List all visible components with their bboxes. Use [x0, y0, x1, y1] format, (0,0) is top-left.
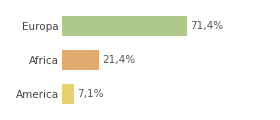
Text: 7,1%: 7,1% — [77, 89, 103, 99]
Bar — [62, 50, 99, 70]
Text: 71,4%: 71,4% — [190, 21, 223, 31]
Text: 21,4%: 21,4% — [102, 55, 135, 65]
Bar — [62, 16, 187, 36]
Bar — [62, 84, 74, 104]
